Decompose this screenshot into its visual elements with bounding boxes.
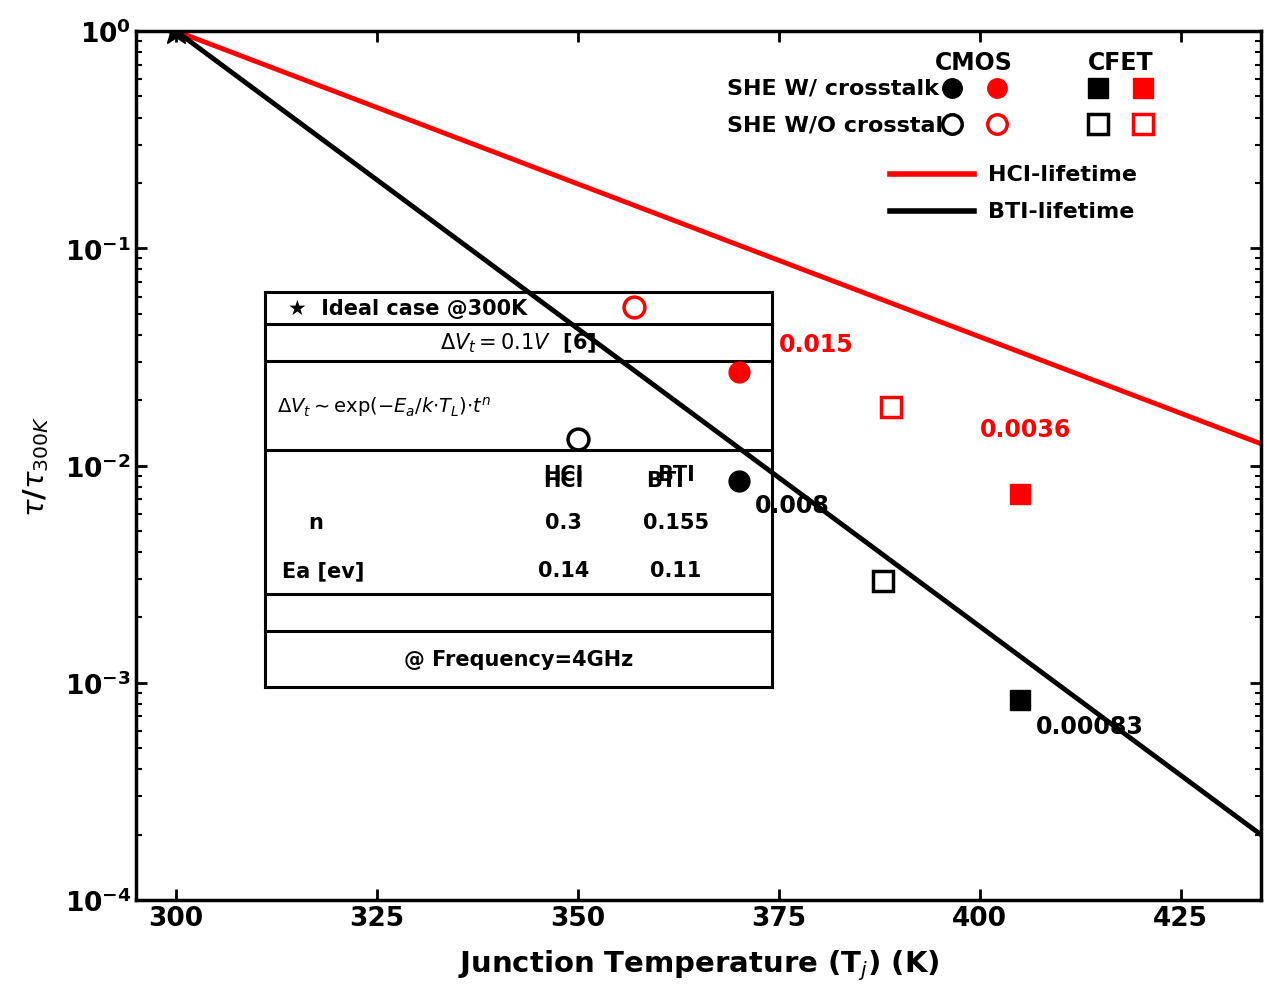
Text: BTI-lifetime: BTI-lifetime — [987, 202, 1135, 222]
Text: $\Delta V_t = 0.1V$  [6]: $\Delta V_t = 0.1V$ [6] — [440, 332, 596, 355]
Text: 0.3: 0.3 — [545, 513, 582, 533]
Text: $\Delta V_t \sim \exp(-E_a / k{\cdot}T_L){\cdot}t^n$: $\Delta V_t \sim \exp(-E_a / k{\cdot}T_L… — [277, 394, 491, 418]
Text: CFET: CFET — [1087, 51, 1154, 75]
Text: 0.155: 0.155 — [644, 513, 709, 533]
Text: n: n — [309, 513, 323, 533]
X-axis label: Junction Temperature (T$_j$) (K): Junction Temperature (T$_j$) (K) — [458, 948, 940, 982]
Y-axis label: $\tau$/$\tau_{300K}$: $\tau$/$\tau_{300K}$ — [21, 415, 50, 517]
Text: BTI: BTI — [658, 464, 695, 484]
Text: @ Frequency=4GHz: @ Frequency=4GHz — [404, 649, 633, 669]
Text: ★  Ideal case @300K: ★ Ideal case @300K — [287, 299, 527, 319]
Text: SHE W/O crosstalk: SHE W/O crosstalk — [727, 115, 958, 135]
Text: 0.14: 0.14 — [538, 561, 590, 581]
Text: 0.008: 0.008 — [755, 493, 829, 518]
Text: 0.0036: 0.0036 — [979, 417, 1072, 441]
Text: 0.11: 0.11 — [650, 561, 701, 581]
Text: HCI: HCI — [544, 470, 583, 490]
Text: HCI-lifetime: HCI-lifetime — [987, 165, 1137, 186]
Text: 0.00083: 0.00083 — [1036, 714, 1144, 738]
Text: Ea [ev]: Ea [ev] — [282, 561, 364, 581]
Text: HCI: HCI — [544, 464, 583, 484]
Text: 0.015: 0.015 — [779, 333, 854, 356]
Text: SHE W/ crosstalk: SHE W/ crosstalk — [727, 78, 938, 98]
Text: BTI: BTI — [646, 470, 683, 490]
Text: CMOS: CMOS — [936, 51, 1013, 75]
